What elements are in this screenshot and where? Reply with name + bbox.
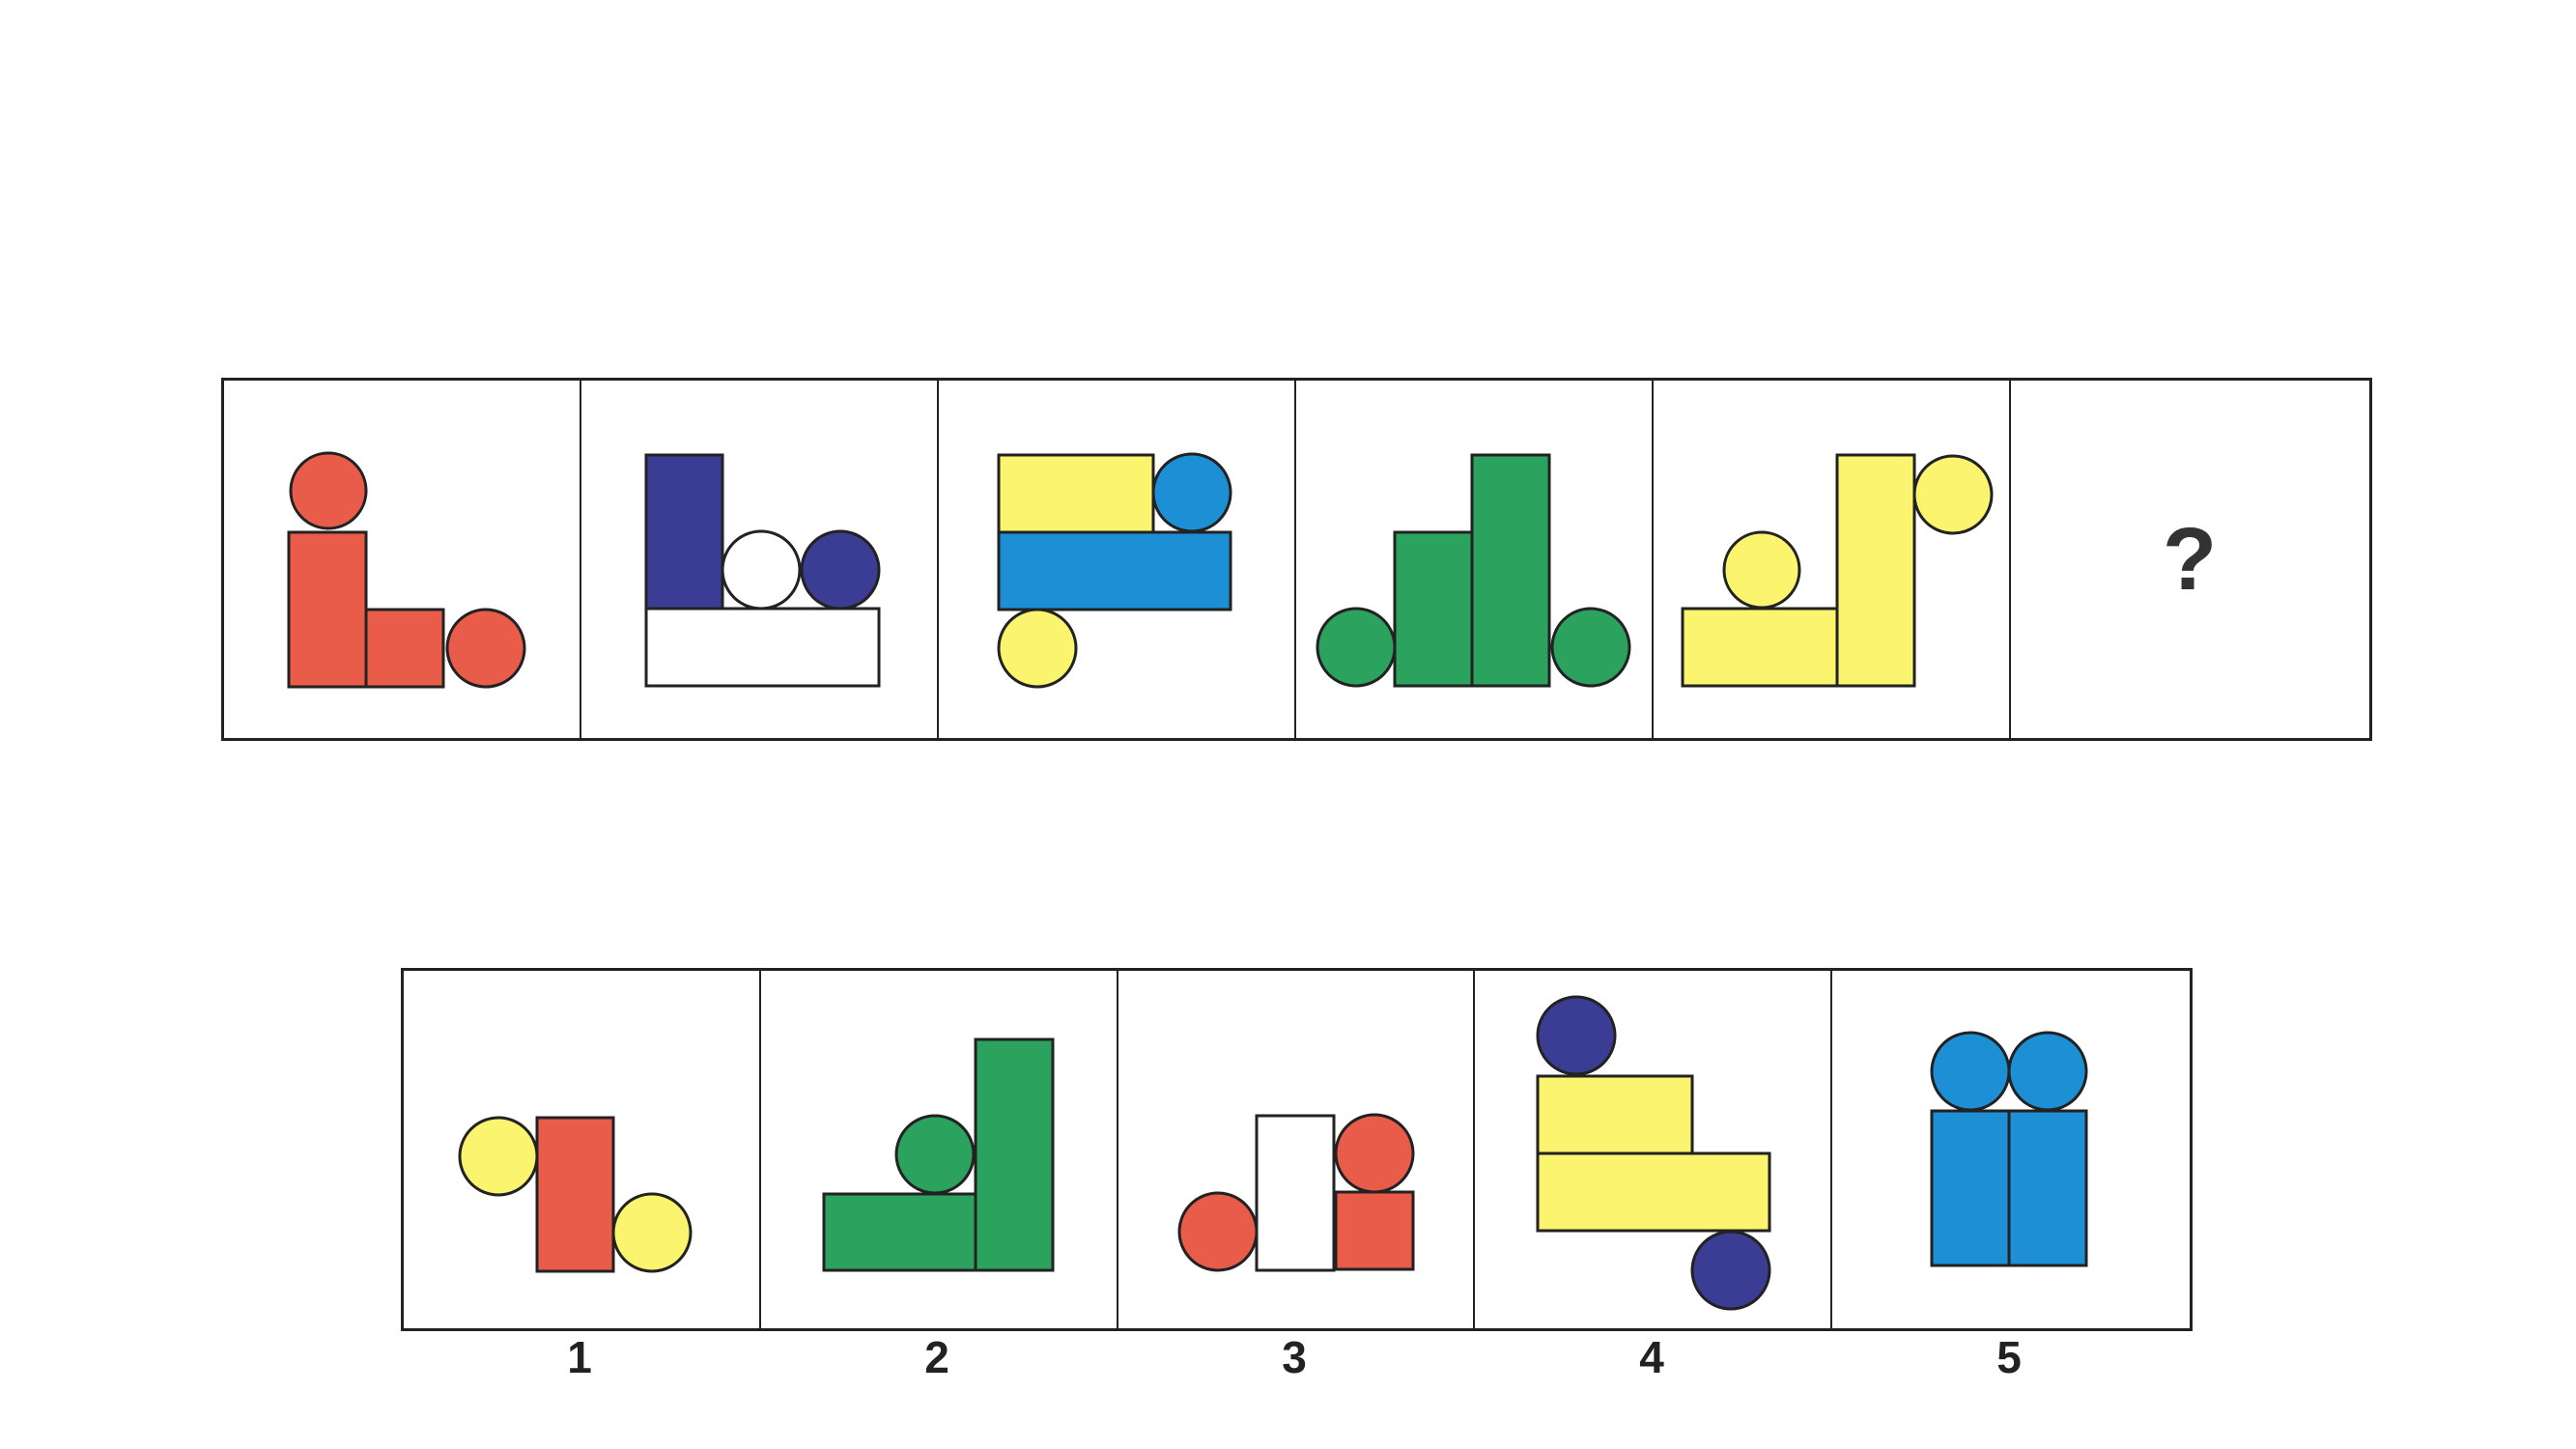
seq-5-rect-2 — [1681, 607, 1839, 688]
seq-2-circle-3 — [800, 529, 881, 611]
option-3-rect-4 — [1334, 1190, 1415, 1271]
seq-4-rect-3 — [1470, 453, 1551, 688]
sequence-figure-3 — [939, 381, 1296, 738]
option-2[interactable] — [761, 971, 1118, 1328]
option-5[interactable] — [1832, 971, 2190, 1328]
seq-1-circle-4 — [445, 608, 526, 689]
sequence-figure-4 — [1296, 381, 1654, 738]
seq-1-rect-3 — [364, 608, 445, 689]
seq-1-rect-2 — [287, 530, 368, 689]
option-3-circle-1 — [1177, 1191, 1259, 1272]
seq-3-rect-3 — [997, 530, 1232, 611]
sequence-row: ? — [221, 378, 2372, 741]
option-4-label: 4 — [1639, 1332, 1664, 1382]
option-5-circle-2 — [2007, 1031, 2088, 1112]
seq-4-circle-4 — [1550, 607, 1631, 688]
option-4-rect-3 — [1536, 1151, 1771, 1233]
option-2-label: 2 — [924, 1332, 949, 1382]
option-5-rect-4 — [2007, 1109, 2088, 1267]
option-1-rect-2 — [535, 1116, 615, 1273]
seq-2-circle-2 — [721, 529, 802, 611]
seq-4-circle-1 — [1316, 607, 1397, 688]
missing-figure-cell: ? — [2011, 381, 2368, 738]
seq-2-rect-1 — [644, 453, 724, 611]
option-1-circle-3 — [611, 1192, 693, 1273]
option-2-circle-1 — [894, 1114, 976, 1195]
option-4[interactable] — [1475, 971, 1833, 1328]
seq-3-circle-2 — [1151, 452, 1232, 533]
option-1-circle-1 — [458, 1116, 539, 1197]
seq-5-circle-4 — [1912, 454, 1994, 535]
option-5-circle-1 — [1930, 1031, 2011, 1112]
option-1-label: 1 — [567, 1332, 592, 1382]
question-mark: ? — [2162, 509, 2218, 609]
seq-2-rect-4 — [644, 607, 881, 688]
option-3-circle-3 — [1334, 1113, 1415, 1194]
option-2-rect-2 — [822, 1192, 977, 1272]
sequence-figure-2 — [581, 381, 939, 738]
sequence-figure-1 — [224, 381, 581, 738]
option-3-label: 3 — [1282, 1332, 1307, 1382]
seq-3-circle-4 — [997, 608, 1078, 689]
options-row — [401, 968, 2193, 1331]
option-4-circle-1 — [1536, 995, 1617, 1076]
option-1[interactable] — [404, 971, 761, 1328]
seq-3-rect-1 — [997, 453, 1155, 534]
option-4-circle-4 — [1690, 1230, 1771, 1311]
option-2-rect-3 — [974, 1037, 1055, 1272]
option-3[interactable] — [1118, 971, 1476, 1328]
seq-1-circle-1 — [289, 451, 368, 530]
sequence-figure-5 — [1654, 381, 2011, 738]
seq-5-rect-3 — [1835, 453, 1916, 688]
option-5-label: 5 — [1996, 1332, 2022, 1382]
option-5-rect-3 — [1930, 1109, 2011, 1267]
option-4-rect-2 — [1536, 1074, 1694, 1155]
seq-4-rect-2 — [1393, 530, 1474, 688]
option-labels: 1 2 3 4 5 — [401, 1331, 2193, 1383]
option-3-rect-2 — [1255, 1114, 1336, 1272]
seq-5-circle-1 — [1722, 530, 1801, 610]
